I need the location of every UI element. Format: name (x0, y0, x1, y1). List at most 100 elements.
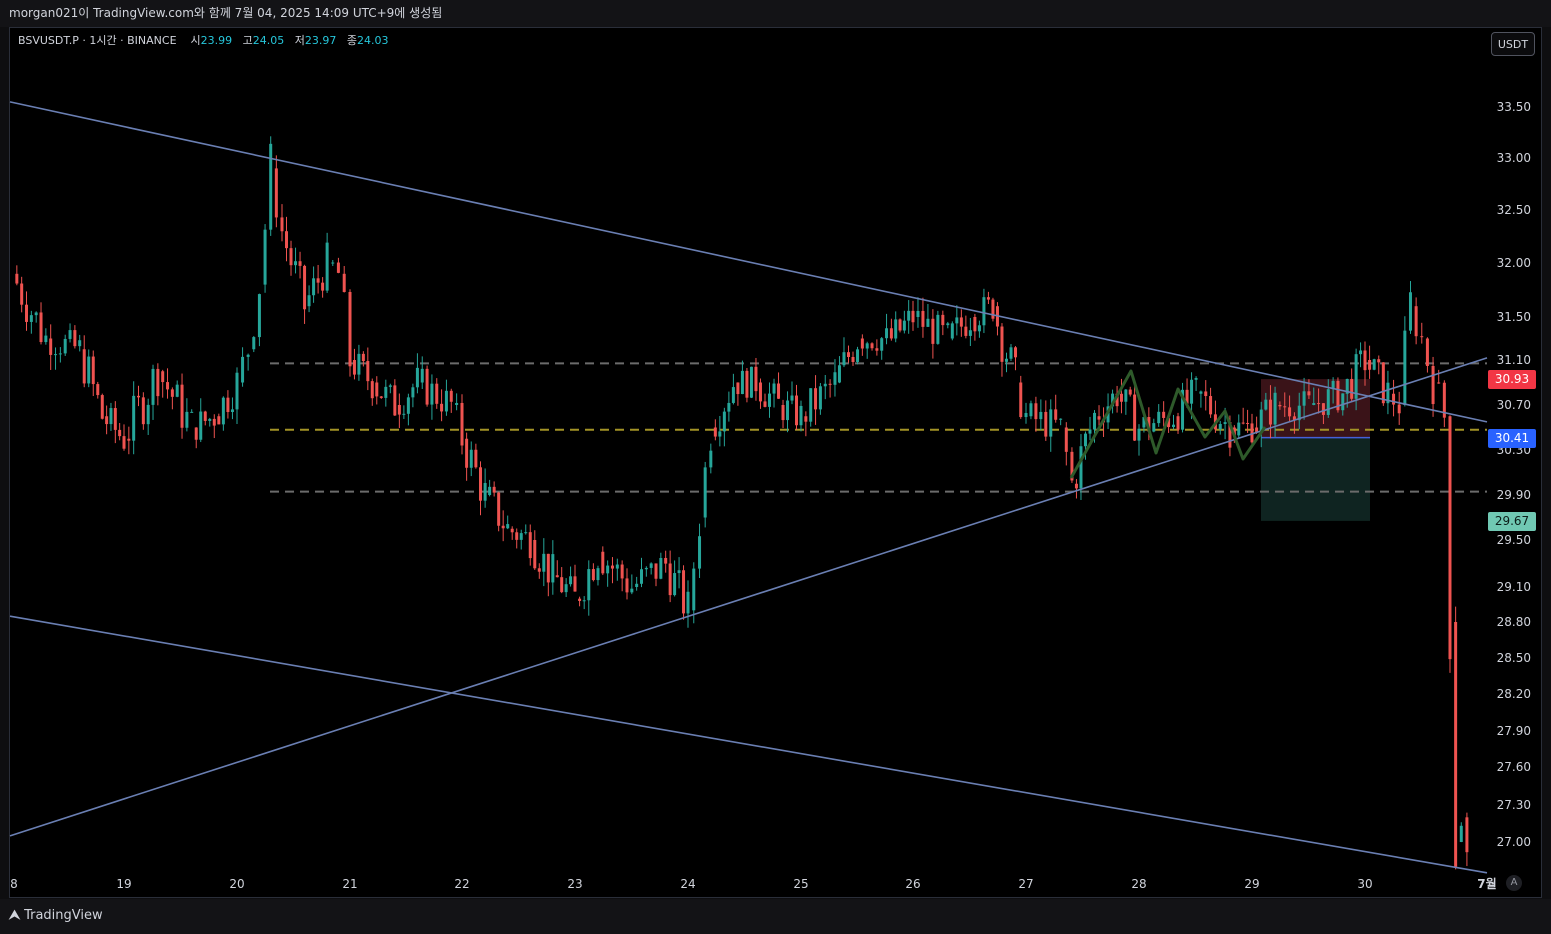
candle-body[interactable] (828, 383, 832, 385)
candle-body[interactable] (375, 382, 379, 397)
candle-body[interactable] (1228, 422, 1232, 448)
candle-body[interactable] (212, 418, 216, 426)
candle-body[interactable] (1079, 446, 1083, 489)
candle-body[interactable] (818, 386, 822, 410)
candle-body[interactable] (58, 353, 62, 355)
candle-body[interactable] (1157, 411, 1161, 424)
candle-body[interactable] (519, 533, 523, 540)
take-profit-zone[interactable] (1261, 437, 1370, 521)
candle-body[interactable] (601, 551, 605, 574)
candle-body[interactable] (898, 319, 902, 331)
candle-body[interactable] (1264, 399, 1268, 410)
candle-body[interactable] (370, 381, 374, 399)
candle-body[interactable] (1133, 394, 1137, 441)
candle-body[interactable] (911, 310, 915, 323)
candle-body[interactable] (799, 405, 803, 426)
candle-body[interactable] (977, 325, 981, 332)
legend-symbol[interactable]: BSVUSDT.P · 1시간 · BINANCE (18, 34, 177, 47)
candle-body[interactable] (217, 416, 221, 425)
candle-body[interactable] (29, 315, 33, 322)
candle-body[interactable] (1137, 428, 1141, 441)
candle-body[interactable] (87, 356, 91, 384)
candle-body[interactable] (982, 297, 986, 326)
candle-body[interactable] (1049, 409, 1053, 437)
candle-body[interactable] (113, 408, 117, 430)
candle-body[interactable] (1223, 422, 1227, 424)
candle-body[interactable] (127, 438, 131, 441)
candle-body[interactable] (100, 395, 104, 419)
candle-body[interactable] (1039, 411, 1043, 420)
candle-body[interactable] (1255, 427, 1259, 433)
candle-body[interactable] (781, 405, 785, 421)
candle-body[interactable] (569, 576, 573, 585)
candle-body[interactable] (814, 388, 818, 410)
candle-body[interactable] (285, 231, 289, 249)
candle-body[interactable] (1336, 380, 1340, 411)
candle-body[interactable] (411, 387, 415, 398)
trendline-2[interactable] (9, 615, 1488, 874)
candle-body[interactable] (1442, 382, 1446, 418)
candle-body[interactable] (1386, 382, 1390, 404)
candle-body[interactable] (1194, 378, 1198, 380)
candle-body[interactable] (1152, 423, 1156, 432)
candle-body[interactable] (639, 569, 643, 584)
candle-body[interactable] (894, 319, 898, 339)
candle-body[interactable] (1115, 393, 1119, 407)
candle-body[interactable] (754, 366, 758, 392)
candle-body[interactable] (379, 396, 383, 398)
candle-body[interactable] (1232, 427, 1236, 436)
candle-body[interactable] (809, 388, 813, 422)
candle-body[interactable] (455, 402, 459, 405)
candle-body[interactable] (63, 338, 67, 354)
candle-body[interactable] (973, 317, 977, 332)
candle-body[interactable] (560, 577, 564, 593)
candle-body[interactable] (180, 384, 184, 428)
candle-body[interactable] (1241, 422, 1245, 424)
candle-body[interactable] (274, 168, 278, 218)
currency-unit-button[interactable]: USDT (1491, 32, 1535, 56)
candle-body[interactable] (703, 467, 707, 518)
candle-body[interactable] (955, 317, 959, 324)
candle-body[interactable] (208, 418, 212, 421)
candle-body[interactable] (1312, 403, 1316, 405)
candle-body[interactable] (833, 372, 837, 385)
candle-body[interactable] (537, 568, 541, 572)
candle-body[interactable] (226, 397, 230, 413)
candle-body[interactable] (727, 402, 731, 412)
candle-body[interactable] (1185, 389, 1189, 404)
candle-body[interactable] (1190, 379, 1194, 404)
candle-body[interactable] (312, 278, 316, 296)
candle-body[interactable] (677, 570, 681, 574)
candle-body[interactable] (804, 416, 808, 422)
candle-body[interactable] (39, 312, 43, 343)
candle-body[interactable] (596, 568, 600, 581)
candle-body[interactable] (156, 368, 160, 397)
candle-body[interactable] (786, 400, 790, 421)
candle-body[interactable] (96, 384, 100, 396)
candle-body[interactable] (185, 411, 189, 428)
candle-body[interactable] (440, 403, 444, 412)
candle-body[interactable] (1014, 347, 1018, 358)
candle-body[interactable] (1350, 378, 1354, 399)
candle-body[interactable] (161, 371, 165, 383)
candle-body[interactable] (718, 431, 722, 437)
candle-body[interactable] (235, 372, 239, 410)
candle-body[interactable] (1381, 362, 1385, 404)
candle-body[interactable] (551, 554, 555, 583)
trendline-0[interactable] (9, 101, 1488, 423)
candle-body[interactable] (851, 356, 855, 362)
candle-body[interactable] (889, 328, 893, 339)
candle-body[interactable] (582, 600, 586, 602)
candle-body[interactable] (524, 532, 528, 534)
candle-body[interactable] (1064, 427, 1068, 452)
candle-body[interactable] (501, 525, 505, 529)
candle-body[interactable] (132, 395, 136, 441)
candle-body[interactable] (946, 323, 950, 326)
candle-body[interactable] (673, 573, 677, 596)
candle-body[interactable] (34, 312, 38, 316)
candle-body[interactable] (885, 328, 889, 339)
candle-body[interactable] (1372, 359, 1376, 370)
candle-body[interactable] (303, 265, 307, 310)
candle-body[interactable] (555, 575, 559, 578)
